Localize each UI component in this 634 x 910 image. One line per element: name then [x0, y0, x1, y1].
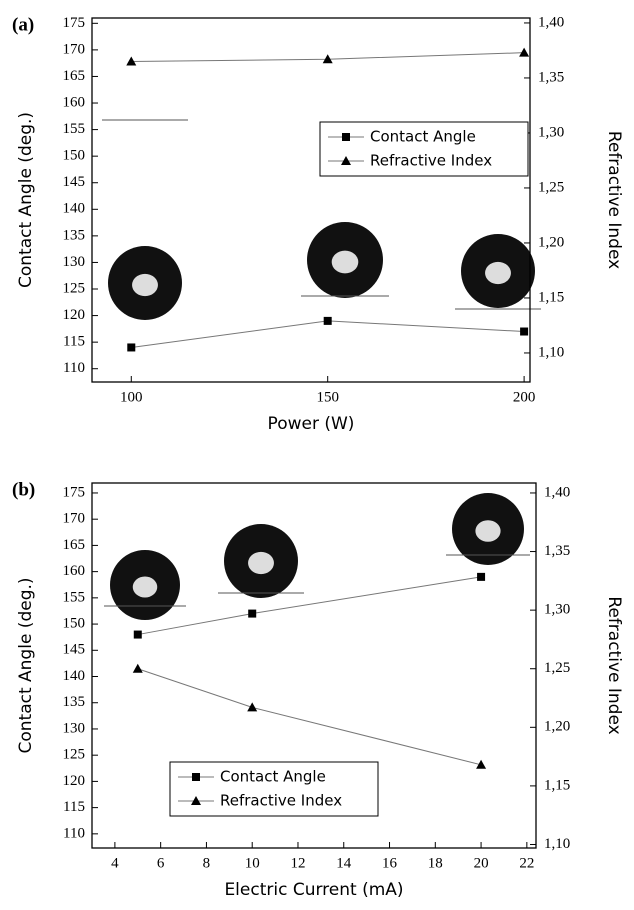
- y2-tick-label: 1,15: [538, 289, 564, 305]
- y2-tick-label: 1,40: [538, 14, 564, 30]
- legend-label: Contact Angle: [370, 128, 476, 146]
- y-tick-label: 165: [63, 68, 86, 84]
- x-tick-label: 200: [513, 389, 536, 405]
- point: [520, 327, 529, 336]
- droplet-highlight: [132, 273, 158, 297]
- y2-tick-label: 1,30: [544, 602, 570, 618]
- x-tick-label: 18: [428, 855, 443, 871]
- y2-tick-label: 1,25: [538, 179, 564, 195]
- series-line: [137, 668, 482, 766]
- x-tick-label: 8: [203, 855, 211, 871]
- point: [519, 47, 530, 57]
- legend-marker: [341, 156, 351, 165]
- x-tick-label: 4: [111, 855, 119, 871]
- y2-tick-label: 1,35: [544, 543, 570, 559]
- series-line: [137, 576, 482, 636]
- y-tick-label: 130: [63, 254, 86, 270]
- panel-label: (b): [12, 479, 35, 500]
- legend-label: Refractive Index: [370, 152, 492, 170]
- point: [132, 663, 143, 673]
- y-axis-title: Contact Angle (deg.): [16, 577, 36, 753]
- point: [126, 56, 137, 66]
- y-tick-label: 140: [63, 668, 86, 684]
- y-tick-label: 140: [63, 201, 86, 217]
- x-axis-title: Power (W): [268, 414, 355, 434]
- y2-axis-title: Refractive Index: [604, 131, 624, 269]
- x-tick-label: 22: [519, 855, 534, 871]
- point: [322, 54, 333, 64]
- x-tick-label: 12: [290, 855, 305, 871]
- y-tick-label: 120: [63, 307, 86, 323]
- y2-tick-label: 1,10: [544, 836, 570, 852]
- y2-tick-label: 1,35: [538, 69, 564, 85]
- point: [476, 759, 487, 769]
- y-tick-label: 120: [63, 773, 86, 789]
- x-tick-label: 6: [157, 855, 165, 871]
- y2-axis-title: Refractive Index: [604, 596, 624, 734]
- point: [127, 343, 136, 352]
- point: [477, 572, 486, 581]
- legend-label: Contact Angle: [220, 768, 326, 786]
- y-tick-label: 170: [63, 511, 86, 527]
- plot-frame: [91, 482, 537, 849]
- y-axis-title: Contact Angle (deg.): [16, 112, 36, 288]
- droplet-highlight: [132, 576, 158, 598]
- y-tick-label: 160: [63, 563, 86, 579]
- y2-tick-label: 1,30: [538, 124, 564, 140]
- y-tick-label: 145: [63, 174, 86, 190]
- point: [247, 702, 258, 712]
- droplet-highlight: [475, 520, 501, 542]
- y-tick-label: 110: [63, 825, 85, 841]
- y2-tick-label: 1,15: [544, 777, 570, 793]
- point: [248, 609, 257, 618]
- droplet-highlight: [248, 551, 274, 575]
- y-tick-label: 175: [63, 484, 86, 500]
- y2-tick-label: 1,25: [544, 660, 570, 676]
- y2-tick-label: 1,20: [538, 234, 564, 250]
- x-axis-title: Electric Current (mA): [224, 880, 403, 900]
- y-tick-label: 125: [63, 280, 86, 296]
- y-tick-label: 165: [63, 537, 86, 553]
- legend-marker: [191, 796, 201, 805]
- y-tick-label: 155: [63, 121, 86, 137]
- y-tick-label: 125: [63, 747, 86, 763]
- droplet-highlight: [331, 250, 359, 274]
- y-tick-label: 145: [63, 642, 86, 658]
- legend-label: Refractive Index: [220, 792, 342, 810]
- y-tick-label: 110: [63, 360, 85, 376]
- x-tick-label: 14: [336, 855, 352, 871]
- point: [133, 630, 142, 639]
- point: [323, 316, 332, 325]
- y-tick-label: 115: [63, 334, 85, 350]
- panel-label: (a): [12, 14, 34, 35]
- y-tick-label: 150: [63, 616, 86, 632]
- y-tick-label: 170: [63, 41, 86, 57]
- x-tick-label: 16: [382, 855, 398, 871]
- legend-marker: [342, 133, 350, 141]
- y-tick-label: 130: [63, 720, 86, 736]
- droplet-highlight: [485, 261, 511, 285]
- y2-tick-label: 1,40: [544, 484, 570, 500]
- y2-tick-label: 1,20: [544, 719, 570, 735]
- legend-box: [319, 121, 529, 177]
- y-tick-label: 135: [63, 227, 86, 243]
- x-tick-label: 10: [245, 855, 260, 871]
- plot-frame: [91, 17, 531, 383]
- y-tick-label: 115: [63, 799, 85, 815]
- x-tick-label: 100: [120, 389, 143, 405]
- legend-marker: [192, 773, 200, 781]
- x-tick-label: 20: [474, 855, 489, 871]
- y-tick-label: 135: [63, 694, 86, 710]
- y-tick-label: 175: [63, 15, 86, 31]
- y2-tick-label: 1,10: [538, 344, 564, 360]
- x-tick-label: 150: [316, 389, 339, 405]
- y-tick-label: 160: [63, 94, 86, 110]
- legend-box: [169, 761, 379, 817]
- y-tick-label: 155: [63, 589, 86, 605]
- y-tick-label: 150: [63, 148, 86, 164]
